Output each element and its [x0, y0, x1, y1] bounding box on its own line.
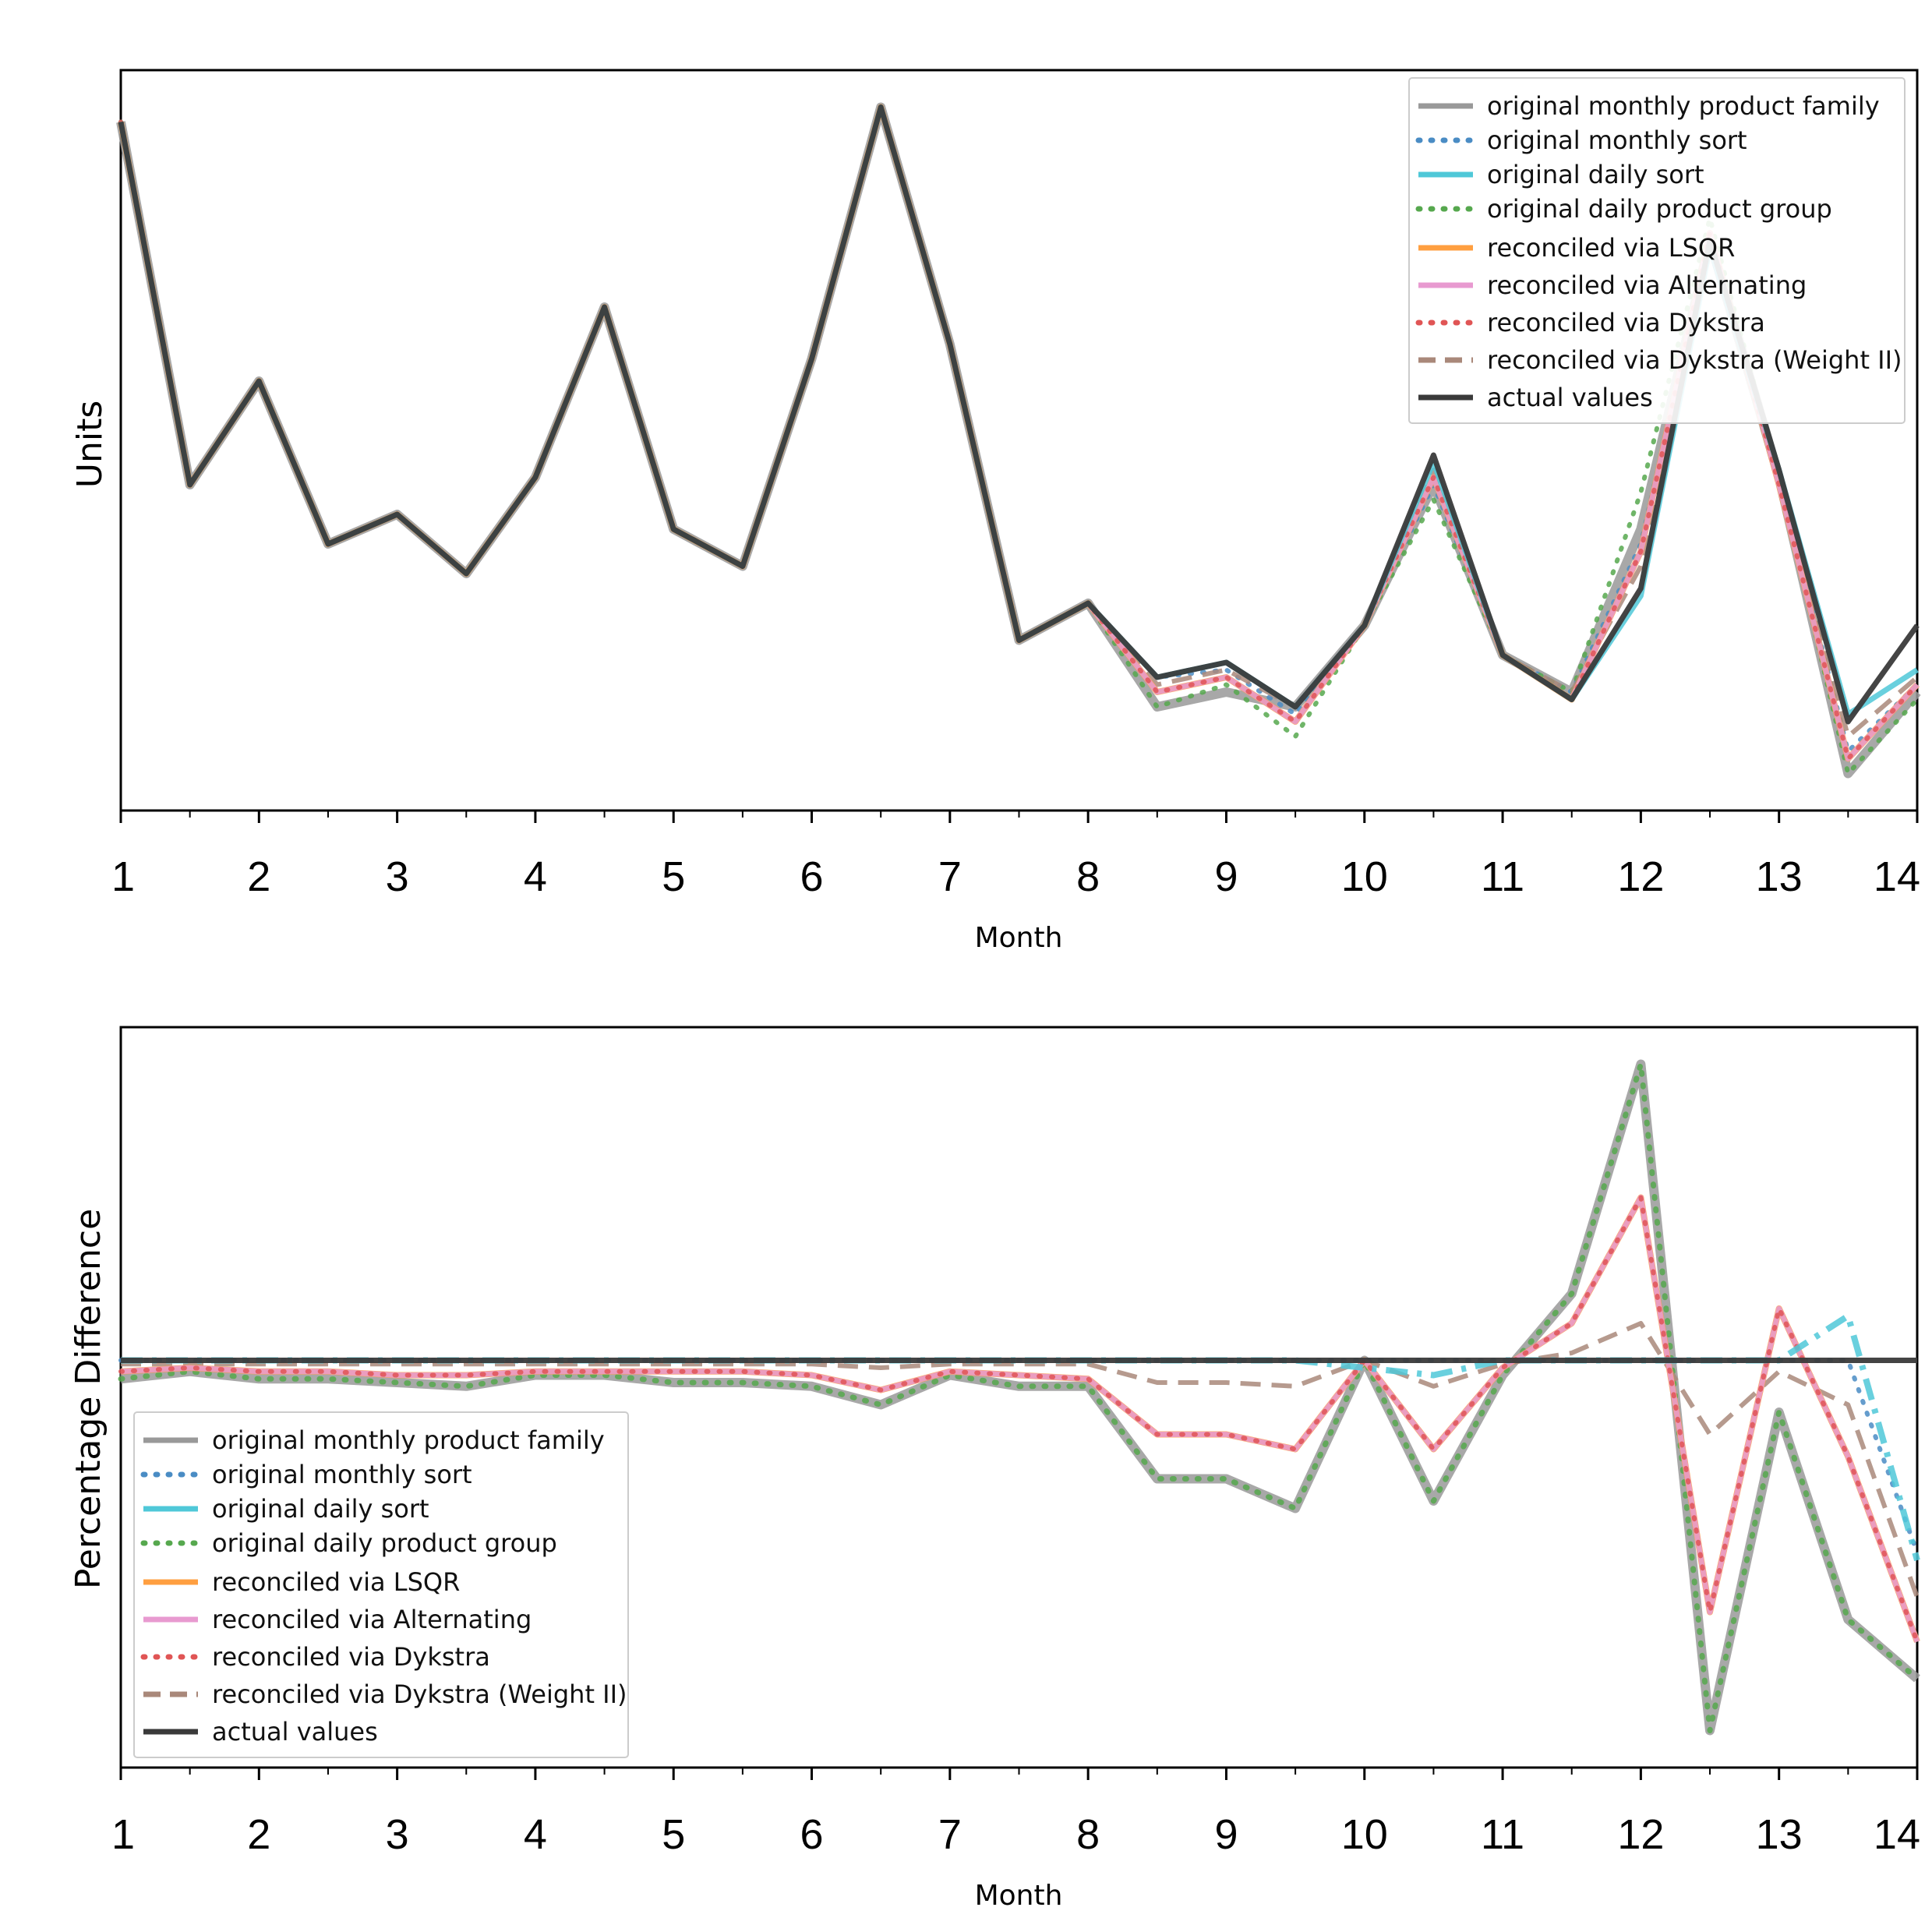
units-x-tick-label: 11 [1481, 853, 1524, 900]
units-x-tick-label: 2 [247, 853, 270, 900]
pct-legend-label: reconciled via LSQR [212, 1567, 460, 1597]
pct-x-tick-label: 13 [1756, 1811, 1803, 1858]
units-x-tick-label: 5 [662, 853, 685, 900]
units-legend-label: original monthly sort [1487, 125, 1747, 155]
units-legend-box [1408, 77, 1906, 424]
pct-legend: original monthly product family original … [133, 1411, 629, 1758]
units-legend-label: reconciled via Alternating [1487, 270, 1807, 300]
pct-x-tick-label: 9 [1214, 1811, 1238, 1858]
units-series-lines [116, 102, 1921, 779]
pct-x-tick-label: 7 [938, 1811, 962, 1858]
units-legend-label: reconciled via Dykstra (Weight II) [1487, 345, 1902, 375]
units-x-tick-label: 14 [1874, 853, 1920, 900]
units-legend: original monthly product family original … [1408, 77, 1906, 424]
pct-x-tick-label: 4 [524, 1811, 547, 1858]
units-x-tick-label: 9 [1214, 853, 1238, 900]
units-x-axis-label: Month [975, 922, 1063, 954]
pct-x-tick-label: 14 [1874, 1811, 1920, 1858]
units-legend-label: original daily sort [1487, 160, 1704, 189]
pct-y-axis-label: Percentage Difference [69, 1209, 108, 1589]
pct-x-tick-label: 8 [1076, 1811, 1100, 1858]
units-x-tick-label: 13 [1756, 853, 1803, 900]
pct-x-axis-label: Month [975, 1880, 1063, 1912]
pct-series-lines [118, 1059, 1920, 1736]
units-x-ticks: 1 2 3 4 5 6 7 8 9 10 11 12 13 14 [111, 811, 1920, 900]
pct-x-tick-label: 3 [386, 1811, 409, 1858]
pct-x-tick-label: 1 [111, 1811, 135, 1858]
pct-x-tick-label: 6 [800, 1811, 824, 1858]
units-legend-label: reconciled via Dykstra [1487, 308, 1765, 337]
pct-legend-label: original monthly product family [212, 1425, 605, 1455]
units-x-tick-label: 6 [800, 853, 824, 900]
pct-legend-label: actual values [212, 1717, 378, 1747]
pct-x-tick-label: 5 [662, 1811, 685, 1858]
percentage-difference-chart: 1 2 3 4 5 6 7 8 9 10 11 12 13 14 Month Percentage Dif… [69, 1026, 1920, 1912]
pct-x-tick-label: 12 [1617, 1811, 1664, 1858]
pct-x-tick-label: 2 [247, 1811, 270, 1858]
pct-series-original-daily-product-group [118, 1061, 1920, 1733]
pct-legend-label: original daily product group [212, 1528, 557, 1558]
units-legend-label: original daily product group [1487, 194, 1832, 224]
pct-x-ticks: 1 2 3 4 5 6 7 8 9 10 11 12 13 14 [111, 1768, 1920, 1858]
pct-series-reconciled-via-dykstra-weight-ii [121, 1321, 1920, 1598]
units-x-tick-label: 3 [386, 853, 409, 900]
pct-x-tick-label: 11 [1481, 1811, 1524, 1858]
units-series-actual-values [118, 104, 1920, 725]
units-legend-label: original monthly product family [1487, 91, 1880, 121]
pct-legend-label: reconciled via Dykstra [212, 1642, 490, 1672]
pct-legend-label: original monthly sort [212, 1460, 472, 1489]
units-y-axis-label: Units [70, 401, 110, 489]
pct-legend-box [133, 1411, 629, 1758]
units-legend-label: actual values [1487, 383, 1653, 412]
pct-series-reconciled-via-dykstra [118, 1195, 1920, 1644]
units-x-tick-label: 4 [524, 853, 547, 900]
units-x-tick-label: 8 [1076, 853, 1100, 900]
units-legend-label: reconciled via LSQR [1487, 233, 1735, 263]
pct-legend-label: reconciled via Alternating [212, 1605, 532, 1634]
units-x-tick-label: 10 [1341, 853, 1388, 900]
pct-legend-label: reconciled via Dykstra (Weight II) [212, 1679, 627, 1709]
units-x-tick-label: 7 [938, 853, 962, 900]
pct-x-tick-label: 10 [1341, 1811, 1388, 1858]
units-chart: 1 2 3 4 5 6 7 8 9 10 11 12 13 14 Month Units original… [70, 69, 1921, 954]
units-x-tick-label: 1 [111, 853, 135, 900]
units-x-tick-label: 12 [1617, 853, 1664, 900]
pct-legend-label: original daily sort [212, 1494, 429, 1524]
